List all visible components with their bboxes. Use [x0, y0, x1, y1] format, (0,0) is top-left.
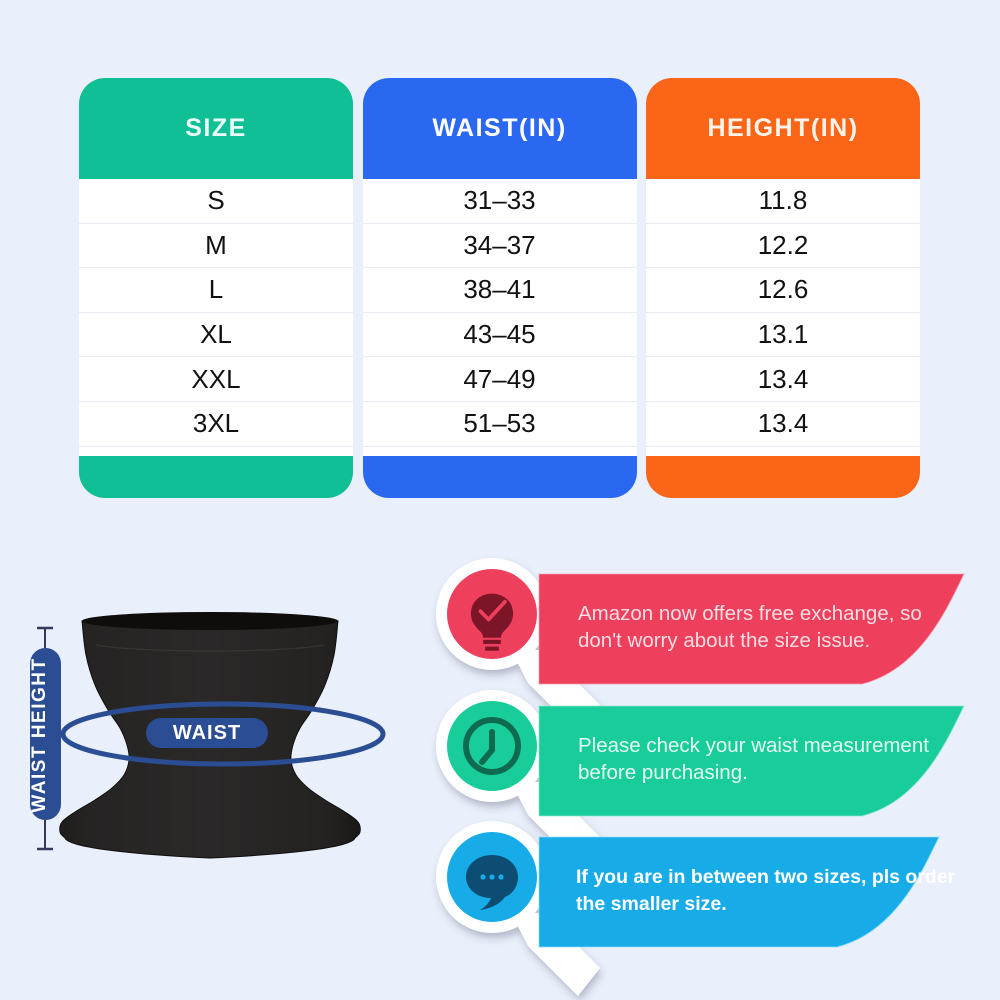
svg-text:Please check your waist measur: Please check your waist measurement [578, 734, 929, 757]
svg-text:before purchasing.: before purchasing. [578, 761, 748, 784]
svg-text:Amazon now offers free exchang: Amazon now offers free exchange, so [578, 602, 922, 625]
svg-text:the smaller size.: the smaller size. [576, 893, 727, 915]
svg-text:don't worry about the size iss: don't worry about the size issue. [578, 629, 870, 652]
svg-text:If you are in between two size: If you are in between two sizes, pls ord… [576, 866, 956, 888]
